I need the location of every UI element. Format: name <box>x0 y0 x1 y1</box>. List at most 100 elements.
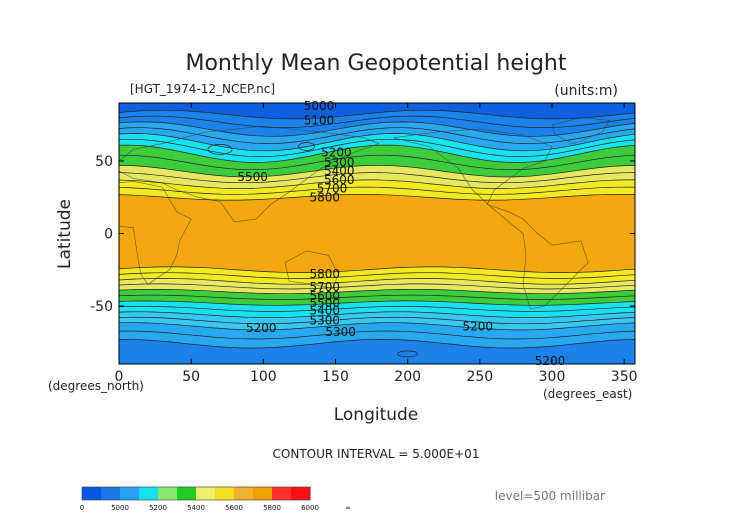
colorbar-label: 5600 <box>225 504 243 512</box>
colorbar-swatch <box>101 487 121 500</box>
contour-label: 5700 <box>317 182 348 196</box>
contour-closed <box>298 142 315 151</box>
contour-line <box>119 339 635 349</box>
y-axis-title: Latitude <box>55 199 75 269</box>
contour-line <box>119 144 635 163</box>
colorbar-label: 5000 <box>111 504 129 512</box>
coastline <box>119 125 380 223</box>
x-unit-label: (degrees_east) <box>543 387 632 401</box>
contour-line <box>119 115 635 128</box>
colorbar-swatch <box>253 487 273 500</box>
contour-label: 5200 <box>246 321 277 335</box>
x-tick-label: 0 <box>115 369 124 385</box>
contour-label: 5500 <box>310 296 341 310</box>
colorbar-swatch <box>291 487 311 500</box>
contour-label: 5000 <box>304 99 335 113</box>
colorbar-label: 6000 <box>301 504 319 512</box>
contour-line <box>119 186 635 195</box>
contour-label: 5300 <box>310 314 341 328</box>
colorbar-label: 5400 <box>187 504 205 512</box>
plot-area <box>118 102 636 365</box>
contour-closed <box>397 350 419 358</box>
contour-line <box>119 266 635 273</box>
contour-line <box>119 133 635 152</box>
contour-label: 5600 <box>310 289 341 303</box>
colorbar-swatch <box>139 487 159 500</box>
y-tick-label: -50 <box>90 299 113 315</box>
color-band <box>119 278 635 294</box>
y-tick-label: 0 <box>104 227 113 243</box>
contour-label: 5200 <box>321 145 352 159</box>
color-band <box>119 322 635 348</box>
y-tick-label: 50 <box>95 154 113 170</box>
x-tick-label: 250 <box>466 369 493 385</box>
chart-subtitle-left: [HGT_1974-12_NCEP.nc] <box>130 82 275 96</box>
x-tick-label: 150 <box>322 369 349 385</box>
colorbar-swatch <box>234 487 254 500</box>
colorbar-swatch <box>272 487 292 500</box>
contour-line <box>119 300 635 306</box>
color-band <box>119 339 635 364</box>
contour-line <box>119 288 635 295</box>
colorbar-swatch <box>215 487 235 500</box>
contour-label: 5800 <box>310 190 341 204</box>
contour-label: 5100 <box>304 113 335 127</box>
coastline <box>393 128 589 310</box>
contour-line <box>119 294 635 300</box>
contour-line <box>119 127 635 144</box>
colorbar-label: 5200 <box>149 504 167 512</box>
colorbar-swatch <box>196 487 216 500</box>
contour-line <box>119 194 635 201</box>
contour-line <box>119 138 635 157</box>
color-band <box>119 266 635 285</box>
colorbar-swatch <box>120 487 140 500</box>
contour-line <box>119 121 635 137</box>
color-band <box>119 289 635 306</box>
x-axis-title: Longitude <box>334 405 419 425</box>
contour-label: 5500 <box>237 170 268 184</box>
contour-label: 5800 <box>310 267 341 281</box>
colorbar-label: ∞ <box>345 504 351 512</box>
contour-interval-text: CONTOUR INTERVAL = 5.000E+01 <box>273 447 480 461</box>
contour-line <box>119 154 635 171</box>
contour-label: 5300 <box>324 155 355 169</box>
contour-closed <box>207 144 233 155</box>
contour-line <box>119 172 635 184</box>
contour-line <box>119 316 635 325</box>
color-band <box>119 311 635 330</box>
colorbar: 0 5000 5200 5400 5600 5800 6000 ∞ <box>80 486 351 512</box>
level-text: level=500 millibar <box>495 489 605 503</box>
colorbar-label: 0 <box>80 504 84 512</box>
y-unit-label: (degrees_north) <box>48 379 144 393</box>
chart-subtitle-right: (units:m) <box>554 83 618 99</box>
contour-line <box>119 165 635 178</box>
x-tick-label: 300 <box>539 369 566 385</box>
color-band <box>119 179 635 201</box>
contour-label: 5700 <box>310 280 341 294</box>
contour-line <box>119 311 635 318</box>
coastline <box>284 250 339 289</box>
contour-line <box>119 272 635 279</box>
contour-label: 5400 <box>310 303 341 317</box>
color-band <box>119 133 635 163</box>
chart-title: Monthly Mean Geopotential height <box>185 51 566 76</box>
contour-line <box>119 179 635 189</box>
contour-label: 5200 <box>463 319 494 333</box>
color-band <box>119 121 635 151</box>
colorbar-swatch <box>82 487 102 500</box>
contour-label: 5200 <box>535 354 566 368</box>
x-tick-label: 200 <box>394 369 421 385</box>
contour-label: 5400 <box>324 164 355 178</box>
colorbar-swatch <box>177 487 197 500</box>
contour-line <box>119 283 635 290</box>
x-tick-label: 350 <box>611 369 638 385</box>
contour-line <box>119 306 635 312</box>
coastline <box>551 117 611 144</box>
contour-label: 5300 <box>325 325 356 339</box>
colorbar-label: 5800 <box>263 504 281 512</box>
contour-label: 5600 <box>324 173 355 187</box>
colorbar-swatch <box>158 487 178 500</box>
contour-line <box>119 330 635 340</box>
x-tick-label: 50 <box>182 369 200 385</box>
